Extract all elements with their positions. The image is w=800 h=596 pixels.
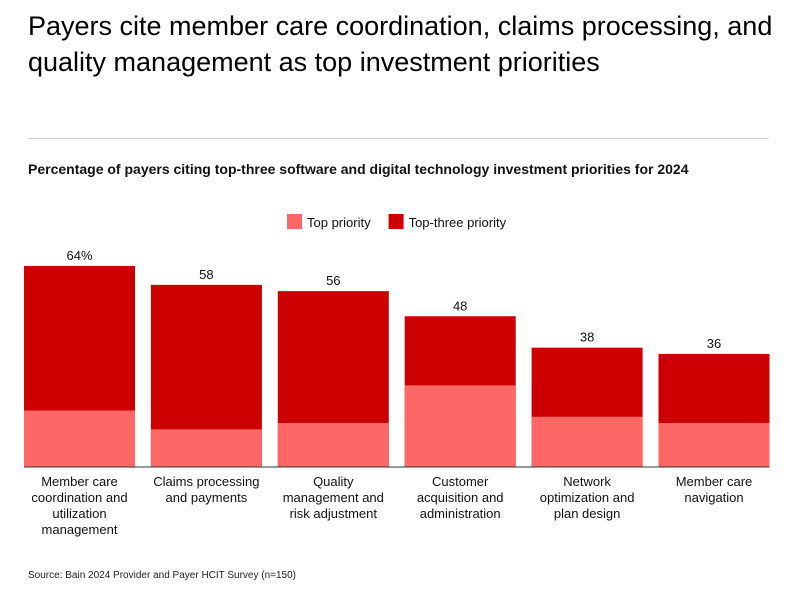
- value-label: 48: [453, 298, 467, 313]
- bar: [24, 410, 135, 467]
- bar: [531, 416, 643, 467]
- chart-subtitle: Percentage of payers citing top-three so…: [28, 161, 689, 177]
- x-tick-label: Customer acquisition and administration: [416, 474, 504, 521]
- value-label: 56: [326, 273, 340, 288]
- divider: [28, 138, 769, 139]
- legend-swatch: [287, 214, 302, 229]
- x-tick-label: Quality management and risk adjustment: [282, 474, 384, 521]
- chart-title: Payers cite member care coordination, cl…: [28, 11, 773, 77]
- legend-label: Top priority: [307, 215, 371, 230]
- legend-swatch: [388, 214, 404, 229]
- x-tick-label: Member care navigation: [675, 474, 753, 505]
- x-tick-label: Member care coordination and utilization…: [31, 474, 128, 537]
- legend-label: Top-three priority: [409, 215, 507, 230]
- value-label: 58: [199, 267, 213, 282]
- x-tick-label: Network optimization and plan design: [539, 474, 635, 521]
- source-note: Source: Bain 2024 Provider and Payer HCI…: [28, 570, 297, 581]
- bar: [150, 429, 262, 467]
- bar: [658, 423, 770, 467]
- bar: [277, 423, 389, 467]
- value-label: 64%: [66, 248, 92, 263]
- x-tick-label: Claims processing and payments: [153, 474, 260, 505]
- bar: [404, 385, 516, 467]
- value-label: 36: [707, 336, 721, 351]
- value-label: 38: [580, 330, 594, 345]
